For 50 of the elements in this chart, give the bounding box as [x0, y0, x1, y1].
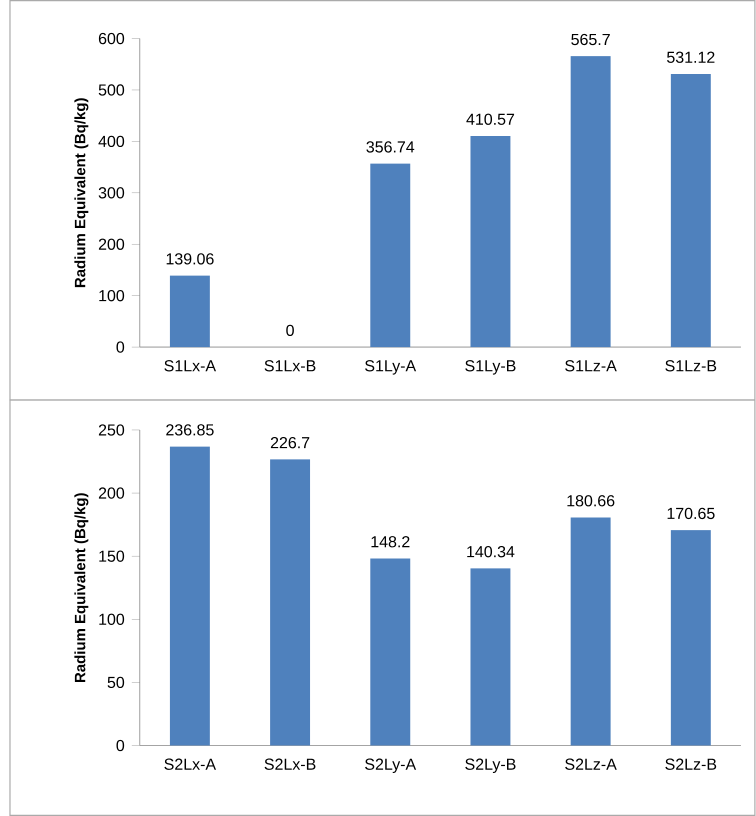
bar	[170, 446, 210, 746]
x-tick-label: S2Lz-A	[565, 758, 618, 770]
y-tick-label: 500	[98, 84, 124, 96]
y-axis-title: Radium Equivalent (Bq/kg)	[74, 98, 89, 288]
bar	[570, 56, 611, 348]
y-tick-label: 600	[99, 32, 124, 44]
y-tick-label: 150	[100, 550, 124, 562]
bar	[370, 164, 410, 348]
x-tick-label: S2Lx-A	[164, 758, 216, 770]
bar	[370, 558, 410, 746]
bar	[470, 568, 511, 746]
y-tick-label: 200	[99, 487, 124, 499]
x-tick-label: S2Lx-B	[264, 758, 316, 770]
data-label: 180.66	[568, 495, 615, 506]
data-label: 148.2	[372, 536, 410, 548]
x-tick-label: S2Ly-B	[466, 758, 516, 774]
y-tick-label: 50	[108, 676, 124, 688]
y-tick-label: 200	[99, 238, 124, 250]
data-label: 356.74	[366, 141, 414, 153]
bar	[671, 74, 712, 348]
y-tick-label: 300	[98, 187, 124, 198]
bar	[270, 459, 310, 746]
x-tick-label: S1Ly-B	[466, 360, 516, 375]
x-tick-label: S2Ly-A	[365, 758, 416, 774]
bar	[671, 530, 712, 746]
y-tick-label: 100	[100, 614, 124, 625]
data-label: 139.06	[166, 253, 214, 265]
bar	[470, 136, 511, 348]
x-tick-label: S1Lx-B	[264, 360, 316, 372]
data-label: 531.12	[667, 52, 715, 63]
data-label: 170.65	[668, 508, 715, 520]
y-tick-label: 400	[98, 136, 124, 148]
x-tick-label: S1Lz-B	[666, 360, 716, 372]
y-tick-label: 0	[116, 740, 124, 752]
x-tick-label: S1Lz-A	[565, 360, 618, 372]
data-label: 236.85	[166, 424, 214, 436]
y-tick-label: 250	[99, 424, 124, 436]
bar	[170, 276, 210, 348]
x-tick-label: S1Lx-A	[164, 360, 216, 372]
data-label: 226.7	[271, 437, 310, 448]
bar	[570, 517, 611, 746]
x-tick-label: S2Lz-B	[666, 758, 716, 770]
data-label: 565.7	[572, 34, 610, 46]
y-axis-title: Radium Equivalent (Bq/kg)	[74, 493, 89, 682]
data-label: 140.34	[467, 546, 515, 558]
data-label: 410.57	[466, 114, 514, 125]
data-label: 0	[286, 324, 294, 336]
y-tick-label: 100	[100, 290, 124, 302]
x-tick-label: S1Ly-A	[365, 360, 416, 375]
y-tick-label: 0	[116, 341, 124, 353]
